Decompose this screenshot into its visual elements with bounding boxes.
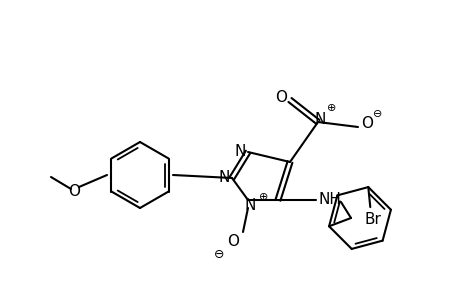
Text: O: O: [68, 184, 80, 200]
Text: ⊖: ⊖: [213, 248, 224, 260]
Text: N: N: [244, 197, 255, 212]
Text: Br: Br: [364, 212, 381, 226]
Text: ⊕: ⊕: [327, 103, 336, 113]
Text: O: O: [274, 89, 286, 104]
Text: N: N: [313, 112, 325, 128]
Text: O: O: [226, 235, 239, 250]
Text: N: N: [218, 170, 229, 185]
Text: O: O: [360, 116, 372, 131]
Text: ⊖: ⊖: [373, 109, 382, 119]
Text: NH: NH: [318, 193, 341, 208]
Text: N: N: [234, 145, 245, 160]
Text: ⊕: ⊕: [259, 192, 268, 202]
